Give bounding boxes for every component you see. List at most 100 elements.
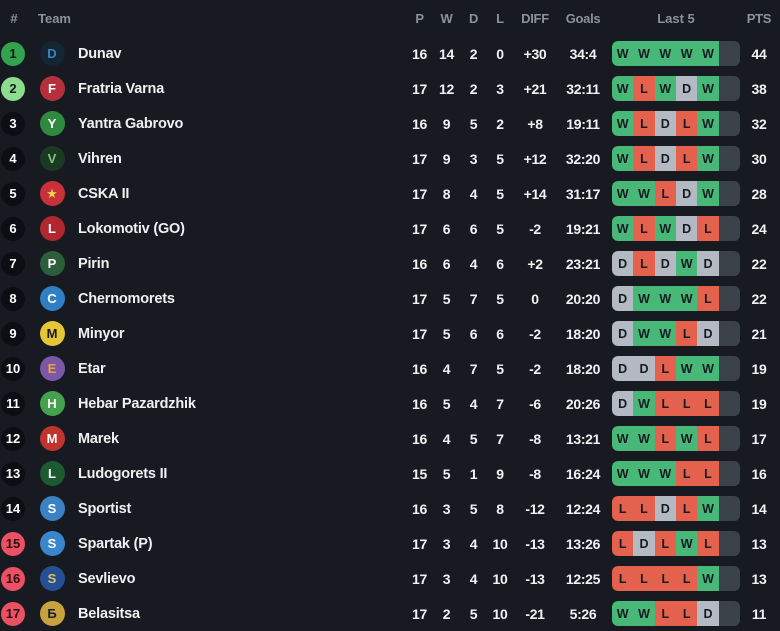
- team-name[interactable]: Marek: [78, 430, 119, 447]
- form-result-d: D: [612, 286, 634, 311]
- form-result-d: D: [697, 601, 719, 626]
- points-value: 16: [751, 465, 767, 482]
- wins-value: 4: [442, 360, 451, 377]
- team-name[interactable]: Spartak (P): [78, 535, 153, 552]
- draws-value: 3: [469, 150, 478, 167]
- team-name[interactable]: Chernomorets: [78, 290, 175, 307]
- form-result-w: W: [697, 181, 719, 206]
- losses-value: 5: [496, 360, 504, 377]
- form-result-l: L: [654, 356, 676, 381]
- form-result-w: W: [654, 216, 676, 241]
- form-result-w: W: [612, 461, 634, 486]
- form-empty-slot: [718, 566, 740, 591]
- team-logo-icon: P: [39, 251, 65, 276]
- form-result-l: L: [633, 566, 655, 591]
- played-value: 17: [412, 570, 427, 587]
- goals-value: 13:21: [565, 430, 601, 447]
- form-result-d: D: [654, 111, 676, 136]
- form-empty-slot: [718, 41, 740, 66]
- team-name[interactable]: Dunav: [78, 45, 122, 62]
- form-result-l: L: [654, 181, 676, 206]
- form-result-w: W: [697, 76, 719, 101]
- goals-value: 34:4: [569, 45, 597, 62]
- form-result-d: D: [654, 146, 676, 171]
- form-empty-slot: [718, 461, 740, 486]
- team-name[interactable]: Pirin: [78, 255, 110, 272]
- team-logo-icon: H: [39, 391, 65, 416]
- team-name[interactable]: Minyor: [78, 325, 125, 342]
- team-name[interactable]: Sportist: [78, 500, 132, 517]
- form-result-l: L: [612, 566, 634, 591]
- wins-value: 14: [439, 45, 454, 62]
- goals-value: 23:21: [565, 255, 601, 272]
- team-name[interactable]: Hebar Pazardzhik: [78, 395, 196, 412]
- form-result-w: W: [697, 111, 719, 136]
- goal-diff-value: +8: [527, 115, 543, 132]
- form-result-d: D: [612, 321, 634, 346]
- goal-diff-value: +12: [523, 150, 547, 167]
- team-logo-icon: L: [39, 216, 65, 241]
- header-points: PTS: [746, 10, 772, 26]
- form-result-l: L: [675, 391, 698, 416]
- goal-diff-value: +30: [523, 45, 547, 62]
- form-result-l: L: [675, 601, 698, 626]
- team-name[interactable]: Vihren: [78, 150, 122, 167]
- position-badge: 13: [1, 461, 25, 486]
- team-name[interactable]: Fratria Varna: [78, 80, 165, 97]
- team-name[interactable]: Ludogorets II: [78, 465, 168, 482]
- form-empty-slot: [718, 146, 740, 171]
- wins-value: 5: [442, 465, 451, 482]
- team-name[interactable]: Sevlievo: [78, 570, 136, 587]
- form-result-l: L: [697, 286, 719, 311]
- goal-diff-value: 0: [531, 290, 539, 307]
- form-result-l: L: [697, 531, 719, 556]
- team-name[interactable]: Etar: [78, 360, 106, 377]
- form-result-w: W: [697, 41, 719, 66]
- team-name[interactable]: CSKA II: [78, 185, 130, 202]
- form-result-w: W: [675, 41, 698, 66]
- form-empty-slot: [718, 111, 740, 136]
- team-name[interactable]: Belasitsa: [78, 605, 140, 622]
- header-team: Team: [38, 10, 71, 26]
- form-result-l: L: [675, 111, 698, 136]
- losses-value: 6: [496, 255, 504, 272]
- goals-value: 19:11: [566, 115, 600, 132]
- position-badge: 9: [1, 321, 25, 346]
- team-name[interactable]: Lokomotiv (GO): [78, 220, 185, 237]
- team-name[interactable]: Yantra Gabrovo: [78, 115, 184, 132]
- table-row[interactable]: 11 H Hebar Pazardzhik 16 5 4 7 -6 20:26 …: [0, 386, 780, 421]
